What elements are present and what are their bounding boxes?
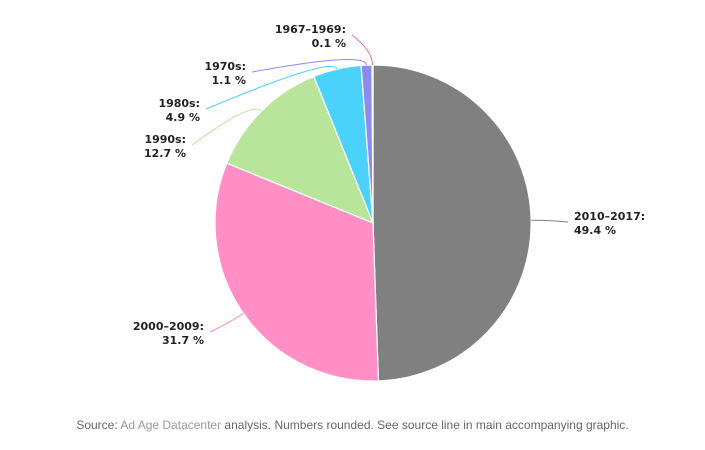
slice-label: 2000–2009: (133, 320, 204, 333)
slice-label: 1970s: (204, 60, 246, 73)
slice-label: 1967–1969: (275, 23, 346, 36)
slice-value-label: 12.7 % (144, 147, 186, 160)
slice-value-label: 1.1 % (212, 74, 246, 87)
leader-line (351, 34, 373, 66)
pie-chart: 2010–2017:49.4 % 2000–2009:31.7 % 1990s:12… (133, 23, 645, 382)
slice-label: 1980s: (158, 97, 200, 110)
source-note: Source: Ad Age Datacenter analysis. Numb… (0, 418, 705, 432)
pie-slice[interactable] (214, 162, 380, 382)
source-suffix: analysis. Numbers rounded. See source li… (221, 418, 629, 432)
leader-line (191, 108, 262, 146)
leader-line (530, 219, 569, 223)
slice-value-label: 4.9 % (166, 111, 200, 124)
leader-line (205, 65, 338, 110)
leader-line (209, 312, 244, 333)
source-link[interactable]: Ad Age Datacenter (120, 418, 222, 432)
pie-slice[interactable] (225, 75, 375, 225)
slice-value-label: 31.7 % (162, 334, 204, 347)
slice-value-label: 0.1 % (312, 37, 346, 50)
slice-label: 1990s: (144, 133, 186, 146)
source-prefix: Source: (76, 418, 121, 432)
pie-slice[interactable] (372, 64, 532, 382)
leader-line (251, 58, 367, 73)
slice-label: 2010–2017: (574, 210, 645, 223)
slice-value-label: 49.4 % (574, 224, 616, 237)
